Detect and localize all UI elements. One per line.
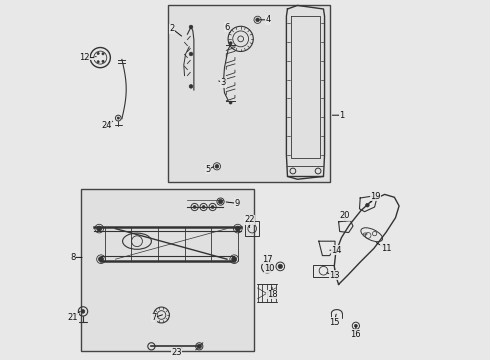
Circle shape <box>354 324 357 327</box>
Bar <box>245 221 259 236</box>
Circle shape <box>215 165 219 168</box>
Circle shape <box>102 60 104 63</box>
Circle shape <box>97 61 99 63</box>
Text: 20: 20 <box>340 211 350 220</box>
Text: 12: 12 <box>79 53 90 62</box>
Circle shape <box>189 25 193 29</box>
Text: 6: 6 <box>224 22 230 31</box>
Circle shape <box>202 206 205 208</box>
Text: 10: 10 <box>264 264 275 273</box>
Circle shape <box>266 266 269 268</box>
Circle shape <box>102 53 104 55</box>
Circle shape <box>197 344 201 348</box>
Bar <box>81 189 254 351</box>
Circle shape <box>256 18 259 22</box>
Circle shape <box>278 264 282 269</box>
Bar <box>168 5 330 182</box>
Bar <box>313 265 334 277</box>
Circle shape <box>235 226 240 231</box>
Text: 13: 13 <box>329 271 340 280</box>
Text: 2: 2 <box>170 24 175 33</box>
Text: 23: 23 <box>172 348 182 357</box>
Circle shape <box>189 52 193 56</box>
Circle shape <box>95 57 97 59</box>
Text: 18: 18 <box>267 290 277 299</box>
Circle shape <box>229 42 232 45</box>
Text: 7: 7 <box>151 313 157 322</box>
Circle shape <box>98 257 103 262</box>
Text: 22: 22 <box>244 215 255 224</box>
Text: 8: 8 <box>70 253 75 262</box>
Circle shape <box>211 206 214 208</box>
Text: 14: 14 <box>332 246 342 255</box>
Circle shape <box>97 226 102 231</box>
Circle shape <box>97 52 99 54</box>
Circle shape <box>366 203 369 207</box>
Text: 1: 1 <box>340 111 345 120</box>
Circle shape <box>193 206 196 208</box>
Circle shape <box>81 310 85 313</box>
Text: 17: 17 <box>262 255 272 264</box>
Circle shape <box>232 257 237 262</box>
Text: 11: 11 <box>381 244 392 253</box>
Text: 21: 21 <box>68 313 78 322</box>
Circle shape <box>189 85 193 88</box>
Circle shape <box>219 199 222 204</box>
Text: 24: 24 <box>101 122 112 130</box>
Text: 5: 5 <box>206 165 211 174</box>
Text: 19: 19 <box>370 192 381 201</box>
Text: 3: 3 <box>220 78 226 87</box>
Text: 9: 9 <box>234 199 240 208</box>
Text: 15: 15 <box>329 318 340 327</box>
Text: 16: 16 <box>350 330 361 338</box>
Circle shape <box>117 117 120 119</box>
Text: 4: 4 <box>266 15 271 24</box>
Circle shape <box>229 101 232 104</box>
